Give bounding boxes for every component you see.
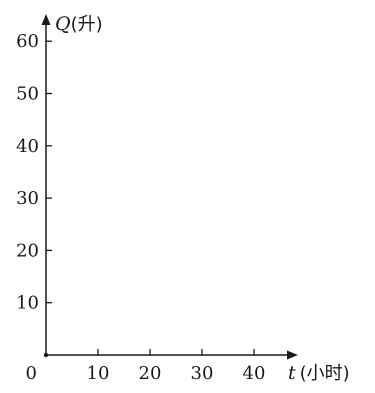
axis-labels: 0 Q(升) t (小时) [26, 13, 350, 384]
origin-dot [43, 352, 49, 358]
x-ticks: 10 20 30 40 [87, 349, 266, 384]
x-axis-variable: t [288, 362, 296, 384]
y-tick-label: 20 [16, 240, 39, 261]
x-tick-label: 30 [191, 363, 214, 384]
x-tick-label: 10 [87, 363, 110, 384]
axes [41, 14, 298, 360]
y-axis-variable: Q [55, 13, 71, 35]
y-tick-label: 60 [16, 31, 39, 52]
y-ticks: 10 20 30 40 50 60 [16, 31, 52, 314]
y-axis-unit: (升) [71, 14, 103, 35]
x-axis-arrow [287, 350, 298, 360]
origin-label: 0 [26, 363, 37, 384]
y-tick-label: 10 [16, 293, 39, 314]
x-tick-label: 20 [139, 363, 162, 384]
y-tick-label: 40 [16, 136, 39, 157]
y-tick-label: 30 [16, 188, 39, 209]
y-tick-label: 50 [16, 84, 39, 105]
y-axis-arrow [41, 14, 51, 25]
x-axis-unit: (小时) [300, 363, 350, 384]
y-axis-label: Q(升) [55, 13, 103, 35]
x-axis-label: t (小时) [288, 362, 350, 384]
x-tick-label: 40 [243, 363, 266, 384]
